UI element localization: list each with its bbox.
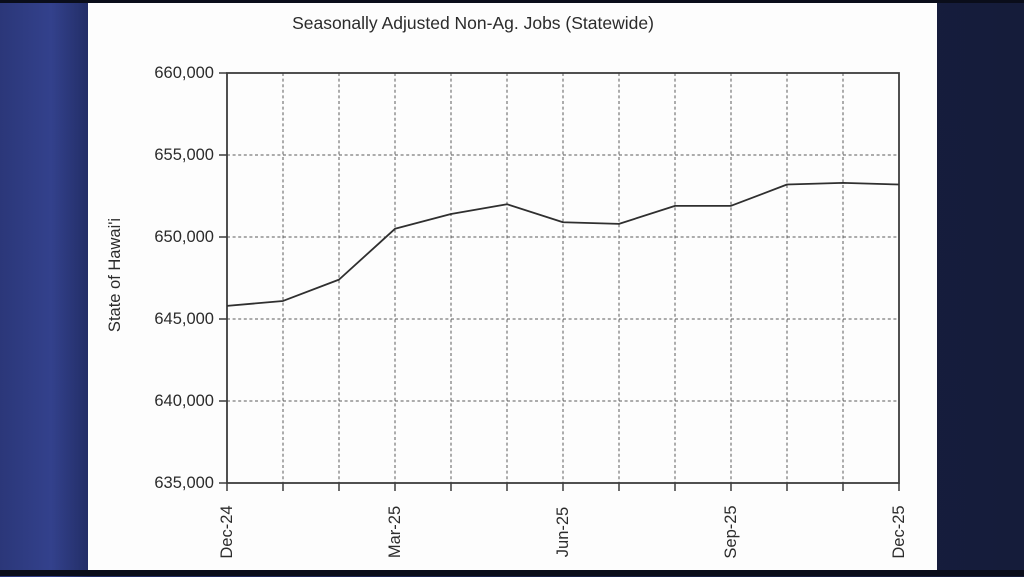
y-tick-label: 645,000: [154, 310, 214, 328]
bottom-letterbox-bar: [0, 570, 1024, 576]
top-letterbox-bar: [0, 0, 1024, 3]
x-tick-label: Mar-25: [386, 505, 404, 559]
chart-panel: Seasonally Adjusted Non-Ag. Jobs (Statew…: [88, 2, 937, 571]
y-tick-label: 635,000: [154, 474, 214, 492]
y-tick-label: 640,000: [154, 392, 214, 410]
jobs-series-line: [226, 181, 900, 307]
y-tick-label: 655,000: [154, 146, 214, 164]
x-tick-label: Dec-24: [218, 505, 236, 559]
y-tick-label: 660,000: [154, 64, 214, 82]
line-chart-plot-area: [219, 72, 900, 491]
x-tick-label: Jun-25: [554, 506, 572, 558]
y-tick-label: 650,000: [154, 228, 214, 246]
chart-title: Seasonally Adjusted Non-Ag. Jobs (Statew…: [292, 13, 654, 33]
x-tick-label: Dec-25: [890, 505, 908, 559]
x-tick-label: Sep-25: [722, 505, 740, 559]
